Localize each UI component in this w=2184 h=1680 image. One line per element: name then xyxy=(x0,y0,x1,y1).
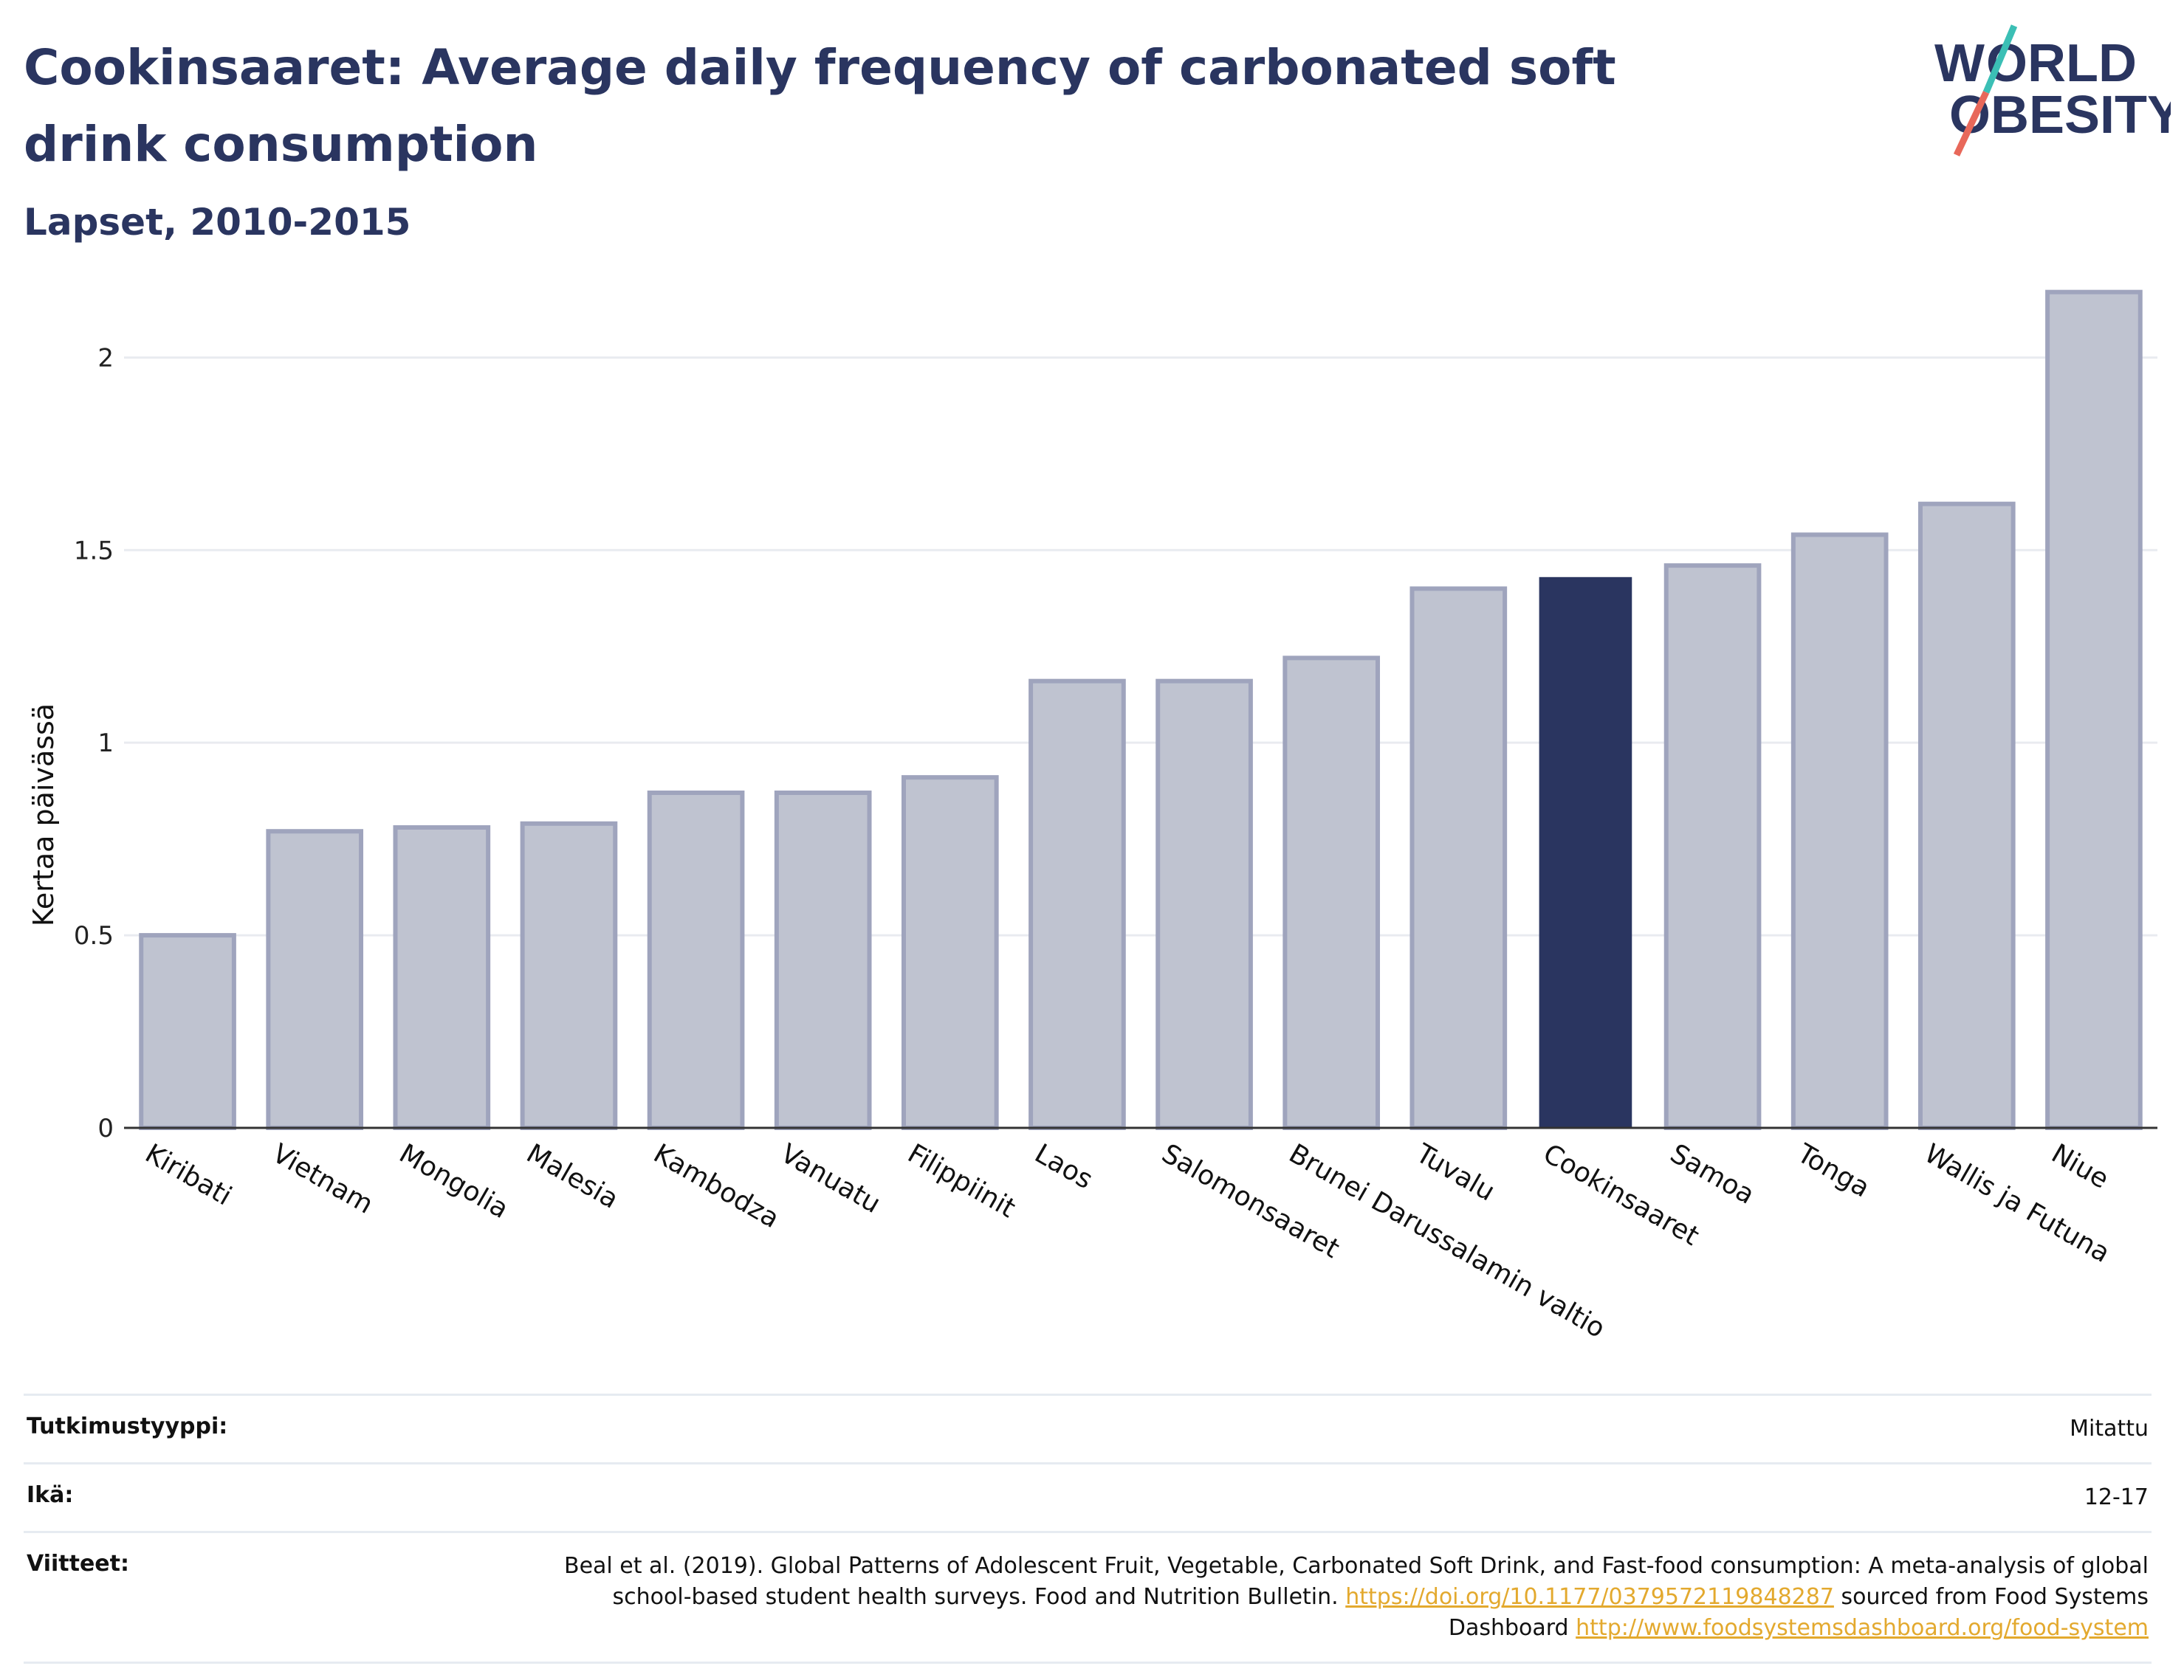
bar-malesia xyxy=(520,821,618,1130)
info-table: Tutkimustyyppi: Mitattu Ikä: 12-17 Viitt… xyxy=(24,1394,2152,1664)
bar-brunei-darussalamin-valtio xyxy=(1282,655,1381,1130)
chart-subtitle: Lapset, 2010-2015 xyxy=(24,201,411,244)
y-tick-label: 2 xyxy=(97,343,114,373)
x-tick-label: Samoa xyxy=(1665,1138,1759,1211)
bar-kiribati xyxy=(139,933,236,1130)
doi-link[interactable]: https://doi.org/10.1177/0379572119848287 xyxy=(1345,1584,1834,1610)
references-value: Beal et al. (2019). Global Patterns of A… xyxy=(487,1551,2149,1644)
y-axis-ticks: 0 0.5 1 1.5 2 xyxy=(74,343,114,1143)
svg-text:ORLD: ORLD xyxy=(1986,34,2137,93)
x-tick-label: Mongolia xyxy=(394,1138,514,1225)
y-tick-label: 0.5 xyxy=(74,921,114,951)
x-tick-label: Filippiinit xyxy=(902,1138,1020,1224)
info-row-references: Viitteet: Beal et al. (2019). Global Pat… xyxy=(24,1531,2152,1664)
info-label: Tutkimustyyppi: xyxy=(27,1414,228,1439)
svg-text:W: W xyxy=(1934,34,1985,93)
bar-filippiinit xyxy=(901,775,999,1130)
bar-wallis-ja-futuna xyxy=(1917,501,2016,1130)
info-value: Mitattu xyxy=(2070,1416,2149,1442)
bars xyxy=(139,289,2143,1131)
x-tick-label: Laos xyxy=(1029,1138,1097,1195)
x-tick-label: Niue xyxy=(2046,1138,2113,1194)
bar-vietnam xyxy=(266,829,364,1130)
info-row-age: Ikä: 12-17 xyxy=(24,1462,2152,1531)
y-tick-label: 0 xyxy=(97,1114,114,1143)
x-tick-label: Tonga xyxy=(1791,1138,1875,1204)
references-label: Viitteet: xyxy=(27,1551,129,1577)
x-tick-label: Vietnam xyxy=(267,1138,378,1220)
bar-niue xyxy=(2045,289,2143,1131)
chart-title: Cookinsaaret: Average daily frequency of… xyxy=(24,39,1616,173)
bar-salomonsaaret xyxy=(1155,678,1253,1130)
dashboard-link[interactable]: http://www.foodsystemsdashboard.org/food… xyxy=(1576,1615,2149,1641)
reference-text: Beal et al. (2019). Global Patterns of A… xyxy=(563,1553,2149,1610)
info-label: Ikä: xyxy=(27,1482,74,1508)
x-axis-ticks: Kiribati Vietnam Mongolia Malesia KambodzaVa… xyxy=(140,1138,2115,1344)
world-obesity-logo: W ORLD OBESITY xyxy=(1934,24,2171,156)
x-tick-label: Kambodza xyxy=(648,1138,784,1234)
x-tick-label: Vanuatu xyxy=(775,1138,885,1219)
x-tick-label: Tuvalu xyxy=(1410,1138,1500,1208)
bar-tonga xyxy=(1790,532,1889,1130)
x-tick-label: Kiribati xyxy=(140,1138,237,1211)
info-row-study-type: Tutkimustyyppi: Mitattu xyxy=(24,1394,2152,1462)
y-tick-label: 1 xyxy=(97,729,114,758)
reference-source-text: sourced from Food Systems Dashboard xyxy=(1448,1584,2149,1641)
y-tick-label: 1.5 xyxy=(74,536,114,565)
bar-kambodza xyxy=(647,791,745,1130)
y-axis-title: Kertaa päivässä xyxy=(27,703,60,926)
bar-tuvalu xyxy=(1409,586,1508,1131)
bar-laos xyxy=(1029,678,1126,1130)
info-value: 12-17 xyxy=(2084,1484,2149,1510)
bar-vanuatu xyxy=(774,791,872,1130)
bar-chart: 0 0.5 1 1.5 2 Kiribati Vietnam Mongolia Malesia… xyxy=(27,289,2157,1344)
x-tick-label: Malesia xyxy=(521,1138,623,1215)
bar-cookinsaaret xyxy=(1539,576,1632,1128)
bar-samoa xyxy=(1663,563,1762,1130)
bar-mongolia xyxy=(393,824,491,1130)
